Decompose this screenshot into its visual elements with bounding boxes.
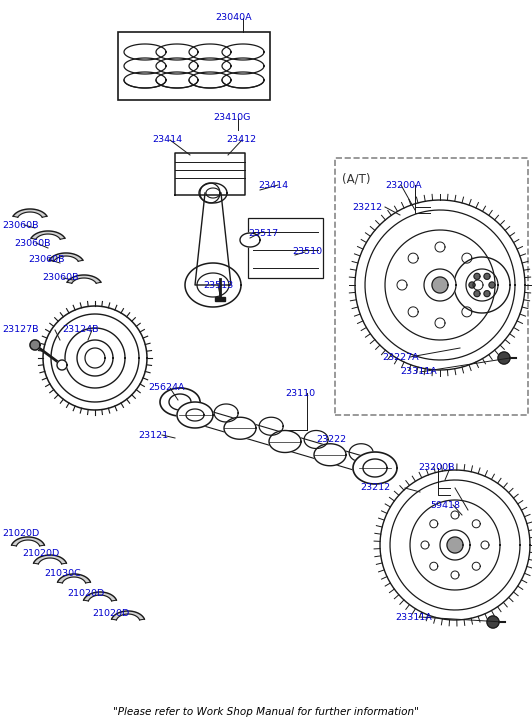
Polygon shape bbox=[179, 404, 211, 426]
Polygon shape bbox=[424, 269, 456, 301]
Polygon shape bbox=[432, 277, 448, 293]
Polygon shape bbox=[200, 183, 220, 203]
Polygon shape bbox=[454, 257, 510, 313]
Text: 23124B: 23124B bbox=[62, 326, 98, 334]
Polygon shape bbox=[214, 404, 238, 422]
Polygon shape bbox=[481, 541, 489, 549]
Text: 23127B: 23127B bbox=[2, 326, 38, 334]
Polygon shape bbox=[489, 282, 495, 288]
Polygon shape bbox=[30, 340, 40, 350]
Text: "Please refer to Work Shop Manual for further information": "Please refer to Work Shop Manual for fu… bbox=[113, 707, 419, 717]
Polygon shape bbox=[34, 555, 66, 564]
Polygon shape bbox=[67, 275, 101, 284]
Polygon shape bbox=[177, 402, 213, 428]
Polygon shape bbox=[498, 352, 510, 364]
Polygon shape bbox=[474, 291, 480, 297]
Polygon shape bbox=[224, 417, 256, 439]
Text: 23311A: 23311A bbox=[400, 368, 437, 377]
Text: 23414: 23414 bbox=[152, 135, 182, 145]
Polygon shape bbox=[440, 530, 470, 560]
Polygon shape bbox=[49, 253, 83, 261]
Polygon shape bbox=[240, 233, 260, 247]
Polygon shape bbox=[195, 193, 231, 285]
Polygon shape bbox=[314, 443, 346, 466]
Polygon shape bbox=[447, 537, 463, 553]
Text: 23410G: 23410G bbox=[213, 113, 251, 123]
Text: 23517: 23517 bbox=[248, 228, 278, 238]
Polygon shape bbox=[84, 592, 117, 601]
Polygon shape bbox=[57, 574, 90, 583]
Polygon shape bbox=[408, 307, 418, 317]
Polygon shape bbox=[421, 541, 429, 549]
Text: 23200A: 23200A bbox=[385, 180, 422, 190]
Polygon shape bbox=[13, 209, 47, 217]
Text: 23110: 23110 bbox=[285, 388, 315, 398]
Text: (A/T): (A/T) bbox=[342, 172, 370, 185]
Polygon shape bbox=[451, 571, 459, 579]
Polygon shape bbox=[175, 153, 245, 195]
Polygon shape bbox=[160, 388, 200, 416]
Bar bbox=[118, 32, 270, 100]
Polygon shape bbox=[193, 407, 377, 475]
Polygon shape bbox=[472, 520, 480, 528]
Text: 23212: 23212 bbox=[360, 483, 390, 492]
Polygon shape bbox=[353, 452, 397, 484]
Polygon shape bbox=[469, 282, 475, 288]
Text: 23200B: 23200B bbox=[418, 464, 454, 473]
Polygon shape bbox=[112, 611, 144, 620]
Polygon shape bbox=[462, 307, 472, 317]
Polygon shape bbox=[451, 511, 459, 519]
Polygon shape bbox=[259, 417, 283, 435]
Text: 23040A: 23040A bbox=[215, 14, 252, 23]
Polygon shape bbox=[472, 562, 480, 570]
Text: 23060B: 23060B bbox=[28, 255, 64, 265]
Text: 23412: 23412 bbox=[226, 135, 256, 145]
Polygon shape bbox=[474, 273, 480, 279]
Polygon shape bbox=[435, 318, 445, 328]
Polygon shape bbox=[462, 253, 472, 263]
Polygon shape bbox=[484, 273, 490, 279]
Polygon shape bbox=[487, 616, 499, 628]
Text: 21020D: 21020D bbox=[2, 529, 39, 537]
Polygon shape bbox=[31, 231, 65, 239]
Polygon shape bbox=[199, 183, 227, 203]
Text: 21020D: 21020D bbox=[92, 609, 129, 619]
Text: 21020D: 21020D bbox=[67, 590, 104, 598]
Polygon shape bbox=[12, 537, 44, 546]
Text: 23311A: 23311A bbox=[395, 613, 432, 622]
Polygon shape bbox=[215, 297, 225, 301]
Polygon shape bbox=[430, 520, 438, 528]
Text: 21030C: 21030C bbox=[44, 569, 81, 579]
Polygon shape bbox=[397, 280, 407, 290]
Text: 23222: 23222 bbox=[316, 435, 346, 444]
Text: 25624A: 25624A bbox=[148, 384, 185, 393]
Polygon shape bbox=[349, 443, 373, 462]
Polygon shape bbox=[435, 242, 445, 252]
Polygon shape bbox=[269, 430, 301, 452]
Text: 23060B: 23060B bbox=[42, 273, 79, 283]
Bar bbox=[335, 158, 528, 415]
Text: 59418: 59418 bbox=[430, 500, 460, 510]
Text: 23060B: 23060B bbox=[2, 220, 38, 230]
Text: 21020D: 21020D bbox=[22, 548, 59, 558]
Polygon shape bbox=[408, 253, 418, 263]
Text: 23510: 23510 bbox=[292, 247, 322, 257]
Polygon shape bbox=[185, 263, 241, 307]
Polygon shape bbox=[359, 457, 391, 479]
Polygon shape bbox=[484, 291, 490, 297]
Text: 23513: 23513 bbox=[203, 281, 233, 289]
Text: 23060B: 23060B bbox=[14, 238, 51, 247]
Polygon shape bbox=[57, 360, 67, 370]
Text: 23212: 23212 bbox=[352, 203, 382, 212]
Polygon shape bbox=[473, 280, 483, 290]
Bar bbox=[248, 218, 323, 278]
Text: 23414: 23414 bbox=[258, 180, 288, 190]
Polygon shape bbox=[304, 430, 328, 449]
Polygon shape bbox=[430, 562, 438, 570]
Text: 23121: 23121 bbox=[138, 430, 168, 440]
Text: 23227A: 23227A bbox=[382, 353, 419, 361]
